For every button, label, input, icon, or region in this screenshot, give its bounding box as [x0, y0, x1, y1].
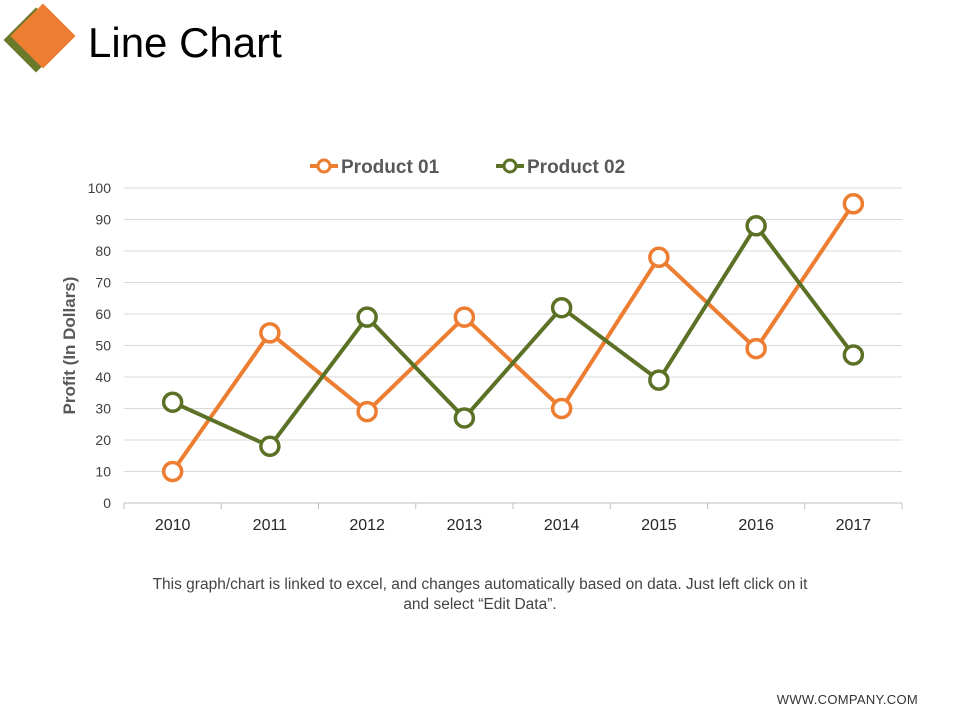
data-point — [842, 193, 865, 215]
legend-label: Product 02 — [527, 157, 625, 178]
data-point — [745, 215, 767, 237]
x-tick-label: 2011 — [253, 517, 288, 534]
y-tick-label: 20 — [95, 432, 111, 448]
footer-website: WWW.COMPANY.COM — [776, 692, 918, 707]
y-axis-label: Profit (In Dollars) — [60, 277, 79, 415]
x-tick-label: 2017 — [836, 517, 872, 534]
data-point — [842, 344, 865, 366]
data-point — [550, 296, 573, 319]
diamond-logo-icon — [3, 3, 76, 73]
y-tick-label: 0 — [103, 495, 111, 511]
data-point — [161, 391, 184, 413]
legend-label: Product 01 — [341, 157, 440, 178]
x-tick-label: 2013 — [447, 517, 483, 534]
data-point — [745, 337, 767, 360]
y-tick-label: 10 — [95, 464, 111, 480]
legend-marker — [502, 158, 518, 174]
y-tick-label: 90 — [95, 212, 111, 228]
y-tick-label: 60 — [95, 306, 111, 322]
data-point — [259, 435, 281, 458]
x-tick-label: 2015 — [641, 517, 677, 534]
y-tick-label: 40 — [95, 369, 111, 385]
data-point — [356, 400, 378, 423]
data-point — [356, 306, 378, 328]
legend-marker — [316, 158, 332, 174]
data-point — [453, 306, 476, 328]
y-tick-label: 80 — [95, 243, 111, 259]
y-tick-label: 70 — [95, 275, 111, 291]
x-tick-label: 2012 — [349, 517, 385, 534]
y-tick-label: 50 — [95, 338, 111, 354]
data-point — [648, 369, 670, 391]
x-tick-label: 2014 — [544, 517, 580, 534]
data-point — [550, 397, 573, 420]
page-title: Line Chart — [88, 19, 282, 66]
data-point — [259, 322, 281, 344]
chart-caption: This graph/chart is linked to excel, and… — [152, 576, 808, 613]
data-point — [648, 246, 670, 269]
x-tick-label: 2010 — [155, 517, 191, 534]
y-tick-label: 100 — [88, 180, 112, 196]
x-tick-label: 2016 — [738, 517, 774, 534]
data-point — [453, 407, 476, 429]
data-point — [161, 460, 184, 483]
y-tick-label: 30 — [95, 401, 111, 417]
series-line-2 — [171, 223, 855, 449]
